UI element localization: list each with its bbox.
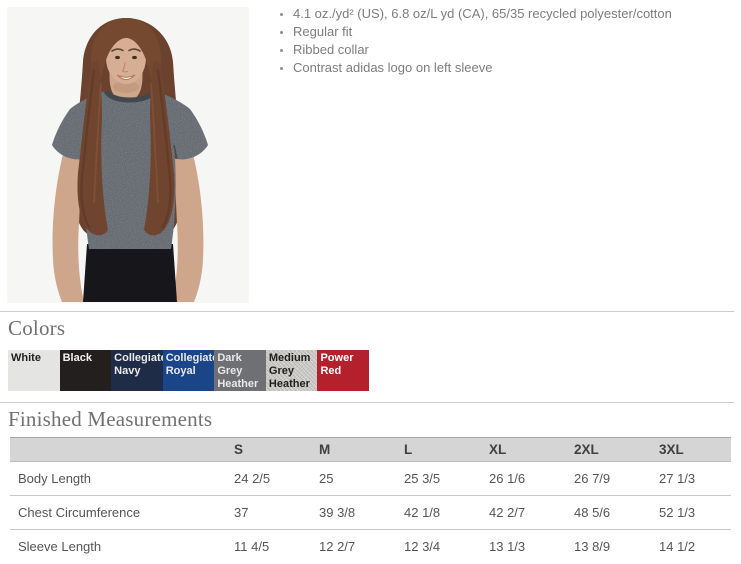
color-swatch-list: White Black Collegiate Navy Collegiate R… [8,350,370,391]
size-column-header: XL [489,442,507,457]
measurement-value: 42 1/8 [404,505,441,520]
measurement-value: 25 [319,471,334,486]
swatch-label: Black [62,352,92,364]
swatch-label: Dark Grey Heather [217,352,259,390]
feature-item: Regular fit [293,23,734,41]
color-swatch-power-red[interactable]: Power Red [317,350,370,391]
feature-item: Ribbed collar [293,41,734,59]
measurement-value: 13 1/3 [489,539,526,554]
measurement-value: 26 1/6 [489,471,526,486]
color-swatch-white[interactable]: White [8,350,60,391]
finished-measurements-table: S M L XL 2XL 3XL Body Length 24 2/5 25 2… [10,437,731,563]
measurement-value: 12 3/4 [404,539,441,554]
swatch-label: Power Red [320,352,354,377]
swatch-label: Collegiate Navy [114,352,163,377]
measurement-value: 27 1/3 [659,471,696,486]
measurement-value: 39 3/8 [319,505,356,520]
section-divider [0,311,734,312]
size-column-header: 3XL [659,442,684,457]
color-swatch-medium-grey-heather[interactable]: Medium Grey Heather [266,350,318,391]
measurement-value: 42 2/7 [489,505,526,520]
swatch-label: Collegiate Royal [165,352,215,377]
measurement-value: 11 4/5 [234,539,270,554]
size-column-header: M [319,442,331,457]
size-column-header: S [234,442,244,457]
measurement-value: 13 8/9 [574,539,611,554]
size-header-row: S M L XL 2XL 3XL [10,437,731,462]
product-features-list: 4.1 oz./yd² (US), 6.8 oz/L yd (CA), 65/3… [269,5,734,77]
measurements-heading: Finished Measurements [8,407,213,431]
colors-heading: Colors [8,316,66,340]
measurement-value: 25 3/5 [404,471,441,486]
feature-item: 4.1 oz./yd² (US), 6.8 oz/L yd (CA), 65/3… [293,5,734,23]
color-swatch-collegiate-navy[interactable]: Collegiate Navy [111,350,163,391]
model-wearing-tshirt-illustration [8,8,248,302]
measurement-value: 37 [234,505,249,520]
swatch-label: Medium Grey Heather [268,352,311,390]
measurement-label: Sleeve Length [18,539,102,554]
measurement-row-body-length: Body Length 24 2/5 25 25 3/5 26 1/6 26 7… [10,462,731,496]
measurement-row-chest-circumference: Chest Circumference 37 39 3/8 42 1/8 42 … [10,495,731,530]
measurement-value: 48 5/6 [574,505,611,520]
color-swatch-collegiate-royal[interactable]: Collegiate Royal [162,350,215,391]
color-swatch-black[interactable]: Black [59,350,112,391]
product-features: 4.1 oz./yd² (US), 6.8 oz/L yd (CA), 65/3… [269,5,734,77]
corner-cell [10,438,232,462]
size-column-header: 2XL [574,442,599,457]
measurement-label: Chest Circumference [18,505,141,520]
feature-item: Contrast adidas logo on left sleeve [293,59,734,77]
measurement-value: 12 2/7 [319,539,356,554]
measurement-value: 52 1/3 [659,505,696,520]
product-photo[interactable] [8,8,248,302]
measurement-value: 24 2/5 [234,471,271,486]
size-column-header: L [404,442,413,457]
swatch-label: White [11,352,41,364]
measurement-value: 14 1/2 [659,539,696,554]
section-divider [0,402,734,403]
measurement-row-sleeve-length: Sleeve Length 11 4/5 12 2/7 12 3/4 13 1/… [10,529,731,564]
measurement-value: 26 7/9 [574,471,611,486]
color-swatch-dark-grey-heather[interactable]: Dark Grey Heather [214,350,266,391]
measurement-label: Body Length [18,471,92,486]
